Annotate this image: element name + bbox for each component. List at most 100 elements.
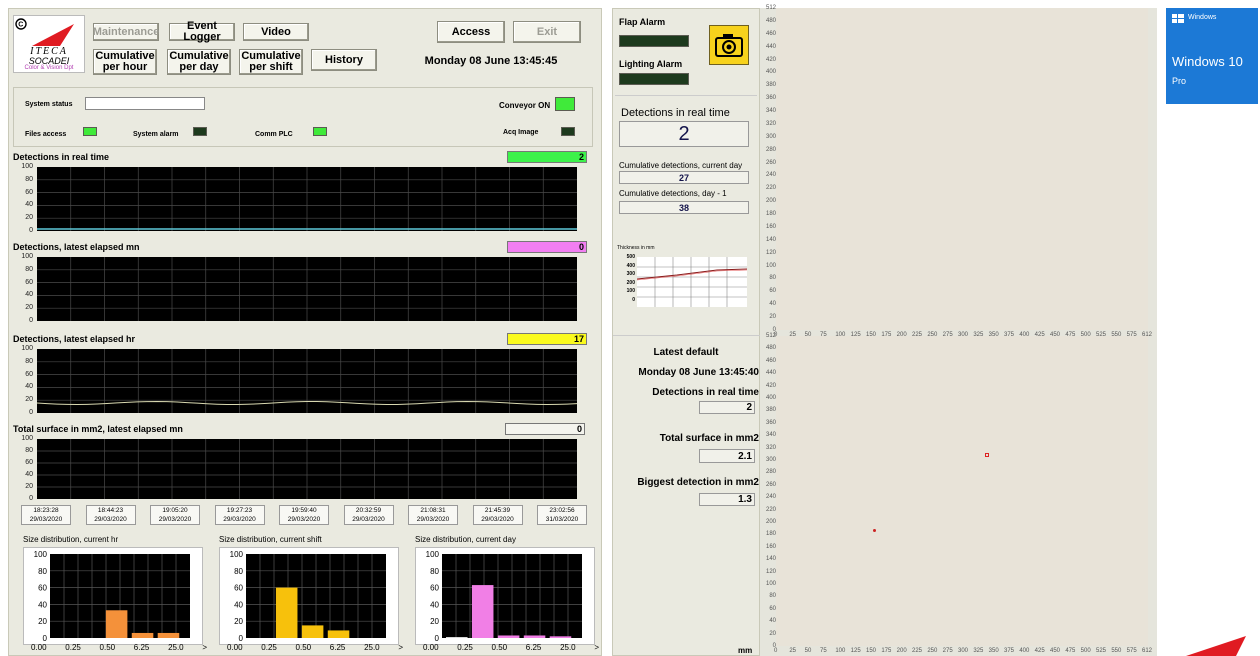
logo-mark: C — [14, 16, 84, 50]
flap-alarm-indicator — [619, 35, 689, 47]
time-axis-label: 21:08:31 29/03/2020 — [408, 505, 458, 525]
image-y-tick: 260 — [760, 482, 776, 488]
histogram-y-tick: 20 — [234, 617, 243, 626]
exit-button[interactable]: Exit — [513, 21, 581, 43]
image-y-tick: 240 — [760, 172, 776, 178]
latest-default-title: Latest default — [613, 347, 759, 358]
windows-logo-icon — [1172, 14, 1184, 24]
image-x-tick: 0 — [774, 332, 777, 338]
chart-surface-title: Total surface in mm2, latest elapsed mn — [13, 424, 183, 434]
time-axis-label: 18:44:23 29/03/2020 — [86, 505, 136, 525]
files-access-indicator — [83, 127, 97, 136]
cumulative-per-day-button[interactable]: Cumulative per day — [167, 49, 231, 75]
image-y-tick: 360 — [760, 420, 776, 426]
image-x-tick: 325 — [973, 648, 983, 654]
chart-realtime-plot — [37, 167, 577, 231]
histogram-bar — [302, 625, 324, 638]
image-x-tick: 612 — [1142, 332, 1152, 338]
histogram-x-axis: 0.00 0.25 0.50 6.25 25.0 > — [227, 643, 403, 652]
image-y-tick: 200 — [760, 198, 776, 204]
histogram-bar — [550, 636, 572, 638]
time-axis-label: 21:45:39 29/03/2020 — [473, 505, 523, 525]
histogram-plot: 100 80 60 40 20 0 — [416, 548, 596, 646]
chart-y-tick: 20 — [9, 304, 33, 311]
chart-y-tick: 20 — [9, 483, 33, 490]
image-x-tick: 300 — [958, 332, 968, 338]
image-y-tick: 220 — [760, 185, 776, 191]
thickness-y-tick: 400 — [617, 263, 635, 269]
image-x-tick: 200 — [897, 648, 907, 654]
histogram-y-tick: 0 — [43, 634, 48, 643]
chart-latest-mn-grid — [37, 257, 577, 321]
time-axis-label: 23:02:56 31/03/2020 — [537, 505, 587, 525]
chart-y-tick: 0 — [9, 317, 33, 324]
camera-button[interactable] — [709, 25, 749, 65]
logo-text-dpt: Color & Vision Dpt — [14, 65, 84, 71]
windows-edition: Pro — [1172, 76, 1186, 86]
image-x-tick: 250 — [927, 332, 937, 338]
biggest-detection-value: 1.3 — [699, 493, 755, 506]
image-x-tick: 525 — [1096, 332, 1106, 338]
image-x-tick: 450 — [1050, 648, 1060, 654]
chart-y-tick: 80 — [9, 447, 33, 454]
comm-plc-indicator — [313, 127, 327, 136]
files-access-label: Files access — [25, 131, 66, 138]
image-y-tick: 380 — [760, 82, 776, 88]
histogram-x-tick: 0.00 — [31, 643, 47, 652]
thickness-y-tick: 100 — [617, 288, 635, 294]
system-alarm-label: System alarm — [133, 131, 179, 138]
time-axis-label: 20:32:59 29/03/2020 — [344, 505, 394, 525]
histogram-y-tick: 80 — [38, 567, 47, 576]
camera-icon — [710, 26, 748, 64]
image-x-tick: 250 — [927, 648, 937, 654]
histogram-y-tick: 20 — [38, 617, 47, 626]
image-y-tick: 180 — [760, 531, 776, 537]
image-x-tick: 225 — [912, 648, 922, 654]
image-y-tick: 320 — [760, 445, 776, 451]
image-y-tick: 380 — [760, 407, 776, 413]
histogram-y-tick: 40 — [430, 600, 439, 609]
time-axis-label: 19:27:23 29/03/2020 — [215, 505, 265, 525]
image-x-tick: 550 — [1111, 332, 1121, 338]
camera-image-top — [776, 8, 1148, 330]
histogram: 100 80 60 40 20 0 — [415, 547, 595, 645]
windows-tile[interactable]: Windows Windows 10 Pro — [1166, 8, 1258, 104]
chart-y-tick: 100 — [9, 345, 33, 352]
chart-realtime-value: 2 — [507, 151, 587, 163]
chart-y-tick: 0 — [9, 495, 33, 502]
chart-y-tick: 20 — [9, 396, 33, 403]
chart-surface-plot — [37, 439, 577, 499]
image-x-tick: 75 — [820, 332, 827, 338]
histogram-x-tick: 0.25 — [261, 643, 277, 652]
cumulative-per-hour-button[interactable]: Cumulative per hour — [93, 49, 157, 75]
maintenance-button[interactable]: Maintenance — [93, 23, 159, 41]
histogram-title: Size distribution, current hr — [23, 535, 118, 544]
image-x-tick: 400 — [1019, 332, 1029, 338]
chart-latest-mn-title: Detections, latest elapsed mn — [13, 242, 140, 252]
chart-realtime-title: Detections in real time — [13, 152, 109, 162]
event-logger-button[interactable]: Event Logger — [169, 23, 235, 41]
conveyor-indicator — [555, 97, 575, 111]
cumulative-per-shift-button[interactable]: Cumulative per shift — [239, 49, 303, 75]
thickness-line-chart — [637, 257, 747, 307]
access-button[interactable]: Access — [437, 21, 505, 43]
chart-y-tick: 60 — [9, 371, 33, 378]
histogram-bar — [328, 630, 350, 638]
video-button[interactable]: Video — [243, 23, 309, 41]
image-y-tick: 280 — [760, 469, 776, 475]
cum-current-day-value: 27 — [619, 171, 749, 184]
histogram: 100 80 60 40 20 0 — [219, 547, 399, 645]
image-y-tick: 100 — [760, 581, 776, 587]
image-x-tick: 275 — [943, 648, 953, 654]
chart-latest-hr-grid — [37, 349, 577, 413]
image-y-tick: 140 — [760, 237, 776, 243]
image-x-tick: 400 — [1019, 648, 1029, 654]
chart-y-tick: 100 — [9, 253, 33, 260]
histogram-bar — [524, 635, 546, 638]
history-button[interactable]: History — [311, 49, 377, 71]
image-y-tick: 60 — [760, 606, 776, 612]
image-x-tick: 25 — [789, 332, 796, 338]
image-x-tick: 425 — [1035, 648, 1045, 654]
histogram-title: Size distribution, current day — [415, 535, 516, 544]
defect-marker-2 — [873, 529, 876, 532]
